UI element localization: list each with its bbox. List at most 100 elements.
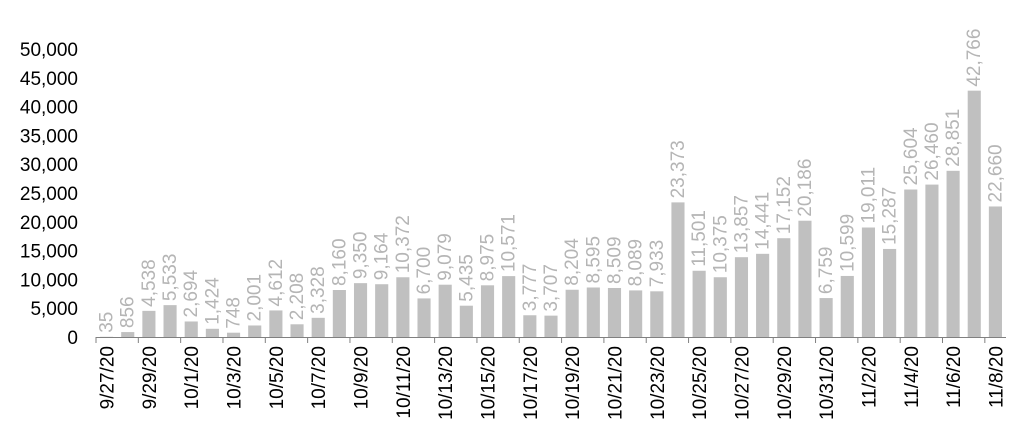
x-tick-label: 10/15/20: [479, 346, 500, 420]
data-label: 42,766: [964, 29, 985, 87]
data-label: 8,204: [562, 238, 583, 286]
y-tick-label: 30,000: [20, 155, 78, 176]
bar: [332, 289, 346, 337]
bar: [988, 206, 1002, 337]
data-label: 9,350: [351, 232, 372, 280]
data-label: 25,604: [901, 127, 922, 186]
bar: [417, 298, 431, 337]
x-tick-label: 10/23/20: [648, 346, 669, 420]
bar: [163, 305, 177, 337]
bar: [311, 317, 325, 337]
data-label: 856: [118, 296, 139, 328]
y-tick-label: 10,000: [20, 270, 78, 291]
data-label: 10,599: [837, 214, 858, 272]
bar: [671, 202, 685, 337]
data-label: 9,164: [372, 232, 393, 280]
data-label: 5,533: [160, 254, 181, 302]
y-tick-label: 40,000: [20, 98, 78, 119]
y-tick-label: 5,000: [30, 299, 78, 320]
data-label: 8,595: [583, 236, 604, 284]
bar: [248, 325, 262, 337]
x-tick-label: 11/2/20: [859, 346, 880, 408]
x-tick-label: 10/17/20: [521, 346, 542, 420]
data-label: 5,435: [456, 254, 477, 302]
data-label: 10,372: [393, 215, 414, 273]
bar: [819, 298, 833, 337]
data-label: 8,975: [478, 234, 499, 282]
data-label: 4,538: [139, 259, 160, 307]
y-tick-label: 35,000: [20, 126, 78, 147]
data-label: 2,208: [287, 273, 308, 321]
y-tick-label: 45,000: [20, 69, 78, 90]
data-label: 6,759: [816, 247, 837, 295]
bar: [353, 283, 368, 337]
data-label: 8,089: [626, 239, 647, 287]
bar: [861, 227, 876, 337]
bar: [650, 291, 664, 337]
bar: [756, 253, 770, 337]
bar: [121, 332, 135, 337]
data-label: 28,851: [943, 109, 964, 167]
data-label: 14,441: [753, 192, 774, 250]
data-label: 17,152: [774, 176, 795, 234]
data-label: 3,777: [520, 264, 541, 312]
x-tick-label: 11/4/20: [902, 346, 923, 408]
data-label: 26,460: [922, 122, 943, 180]
data-label: 11,501: [689, 210, 710, 267]
bar: [692, 270, 706, 337]
data-label: 2,694: [181, 270, 202, 318]
data-label: 8,160: [329, 238, 350, 286]
x-tick-label: 10/3/20: [225, 346, 246, 409]
x-tick-label: 11/8/20: [986, 346, 1007, 408]
x-tick-label: 10/31/20: [817, 346, 838, 420]
data-label: 10,571: [499, 214, 520, 272]
bar: [967, 90, 981, 337]
data-label: 6,700: [414, 247, 435, 295]
bar: [184, 321, 198, 337]
bar: [713, 277, 727, 337]
data-label: 10,375: [710, 215, 731, 273]
data-label: 13,857: [731, 195, 752, 253]
x-tick-label: 10/5/20: [267, 346, 288, 409]
data-label: 3,707: [541, 264, 562, 312]
y-tick-label: 50,000: [20, 40, 78, 61]
bar: [946, 170, 960, 337]
bar: [798, 220, 812, 337]
bar: [629, 290, 643, 337]
bar: [142, 310, 156, 337]
bar: [734, 257, 749, 337]
bar: [565, 289, 579, 337]
data-label: 22,660: [985, 144, 1006, 202]
bar: [226, 332, 241, 337]
x-tick-label: 10/7/20: [309, 346, 330, 409]
x-tick-label: 10/25/20: [690, 346, 711, 420]
data-label: 3,328: [308, 266, 329, 314]
bar: [586, 287, 600, 337]
x-tick-label: 10/21/20: [605, 346, 626, 420]
bar: [269, 310, 283, 337]
x-tick-label: 10/11/20: [394, 346, 415, 419]
x-tick-label: 10/27/20: [732, 346, 753, 420]
data-label: 20,186: [795, 159, 816, 217]
data-label: 748: [224, 297, 245, 329]
data-label: 9,079: [435, 233, 456, 281]
y-tick-label: 0: [67, 328, 78, 349]
bar: [523, 315, 537, 337]
bar: [375, 284, 389, 337]
bar: [480, 285, 495, 337]
x-tick-label: 10/1/20: [182, 346, 203, 409]
bar: [925, 184, 939, 337]
data-label: 15,287: [880, 187, 901, 245]
data-label: 35: [97, 312, 118, 333]
bar: [502, 276, 516, 337]
data-label: 1,424: [202, 277, 223, 325]
bar: [840, 275, 854, 337]
y-tick-label: 15,000: [20, 242, 78, 263]
bar: [883, 248, 897, 337]
x-tick-label: 10/9/20: [352, 346, 373, 409]
bar: [777, 238, 791, 337]
bar: [459, 305, 473, 337]
y-tick-label: 20,000: [20, 213, 78, 234]
